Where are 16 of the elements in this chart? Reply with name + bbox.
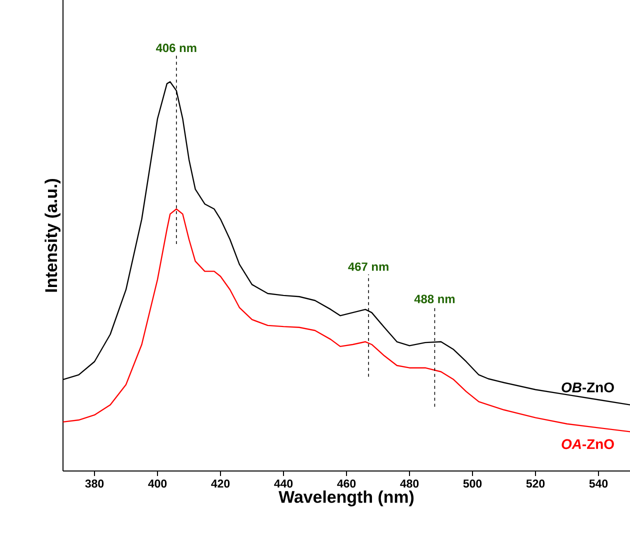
x-tick-label: 520	[526, 480, 545, 488]
ref-line-label: 467 nm	[348, 262, 388, 271]
series-label: OA-ZnO	[562, 439, 614, 450]
ref-line-label: 488 nm	[414, 294, 455, 304]
x-tick-label: 460	[337, 480, 356, 488]
x-tick-label: 420	[211, 480, 230, 488]
x-tick-label: 480	[400, 480, 419, 488]
y-axis-title: Intensity (a.u.)	[44, 178, 60, 292]
ref-line-label: 406 nm	[156, 44, 196, 52]
x-tick-label: 400	[148, 480, 167, 488]
x-tick-label: 440	[274, 480, 293, 488]
x-tick-label: 380	[85, 480, 104, 488]
x-tick-label: 540	[589, 480, 608, 488]
x-tick-label: 500	[463, 480, 482, 488]
x-axis-title: Wavelength (nm)	[278, 490, 414, 506]
series-label: OB-ZnO	[562, 382, 614, 392]
